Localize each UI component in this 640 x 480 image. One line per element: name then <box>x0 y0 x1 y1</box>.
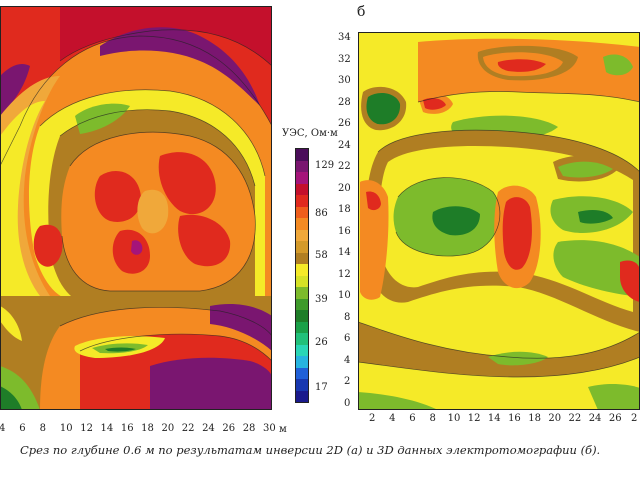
map-a-x-tick-label: 10 <box>59 423 73 434</box>
colorbar-swatch <box>296 241 308 253</box>
colorbar-swatch <box>296 149 308 161</box>
map-b-y-tick-label: 16 <box>338 225 351 237</box>
map-b-x-tick-label: 24 <box>588 413 602 424</box>
map-a-x-tick-label: 30 <box>263 423 276 434</box>
map-b-y-tick-label: 8 <box>344 311 351 323</box>
map-a-x-tick-label: 18 <box>141 423 154 434</box>
colorbar-swatch <box>296 264 308 276</box>
map-b-y-tick-label: 2 <box>344 376 351 388</box>
map-b-contours <box>358 32 640 410</box>
map-b-y-tick-label: 18 <box>338 204 351 216</box>
map-a-x-tick-label: 4 <box>0 423 6 434</box>
map-b-y-tick-label: 20 <box>338 182 351 194</box>
legend-title: УЭС, Ом·м <box>282 128 338 139</box>
map-a-x-tick-label: 26 <box>222 423 236 434</box>
map-b-y-tick-label: 30 <box>338 75 351 87</box>
colorbar-swatch <box>296 356 308 368</box>
colorbar-swatch <box>296 390 308 402</box>
legend-label: 129 <box>315 160 335 171</box>
legend-label: 17 <box>315 382 328 393</box>
map-b-y-tick-label: 34 <box>338 32 351 43</box>
colorbar-swatch <box>296 206 308 218</box>
colorbar-swatch <box>296 172 308 184</box>
map-b-y-tick-label: 14 <box>338 247 351 259</box>
map-b-y-tick-label: 22 <box>338 161 351 173</box>
map-b-x-tick-label: 4 <box>389 413 396 424</box>
map-a-x-tick-label: 14 <box>100 423 114 434</box>
colorbar-swatch <box>296 310 308 322</box>
map-b-x-tick-label: 10 <box>447 413 461 424</box>
map-b-x-tick-label: 20 <box>548 413 562 424</box>
map-b-y-tick-label: 32 <box>338 53 351 65</box>
map-a-x-tick-label: 12 <box>80 423 93 434</box>
legend-label: 39 <box>315 294 328 305</box>
map-a-x-tick-label: 6 <box>19 423 26 434</box>
map-a-x-tick-label: 24 <box>202 423 215 434</box>
colorbar-swatch <box>296 275 308 287</box>
map-b <box>358 32 640 410</box>
figure-caption: Срез по глубине 0.6 м по результатам инв… <box>20 443 601 457</box>
colorbar-swatch <box>296 229 308 241</box>
map-b-y-tick-label: 28 <box>338 96 351 108</box>
map-a-x-tick-label: 22 <box>181 423 195 434</box>
map-b-x-tick-label: 2 <box>631 413 638 424</box>
colorbar-swatch <box>296 252 308 264</box>
panel-b-label: б <box>357 4 366 20</box>
map-b-y-tick-label: 0 <box>344 398 351 409</box>
map-b-x-tick-label: 8 <box>429 413 436 424</box>
map-a-x-unit: м <box>279 424 287 435</box>
colorbar-swatch <box>296 344 308 356</box>
colorbar-swatch <box>296 333 308 345</box>
map-b-y-tick-label: 6 <box>344 333 351 345</box>
colorbar-swatch <box>296 183 308 195</box>
colorbar-swatch <box>296 218 308 230</box>
map-b-x-tick-label: 16 <box>508 413 521 424</box>
colorbar-swatch <box>296 195 308 207</box>
map-a-x-tick-label: 28 <box>242 423 256 434</box>
map-b-y-tick-label: 12 <box>338 268 351 280</box>
map-a-x-tick-label: 16 <box>120 423 134 434</box>
colorbar-swatch <box>296 367 308 379</box>
map-b-y-tick-label: 4 <box>344 354 351 366</box>
map-b-x-tick-label: 2 <box>369 413 376 424</box>
map-b-y-tick-label: 10 <box>338 290 351 302</box>
legend-label: 86 <box>315 208 328 219</box>
map-a <box>0 6 272 410</box>
colorbar-swatch <box>296 287 308 299</box>
map-b-x-tick-label: 12 <box>467 413 481 424</box>
map-a-contours <box>0 6 272 410</box>
colorbar-swatch <box>296 160 308 172</box>
legend-label: 58 <box>315 250 328 261</box>
map-b-x-tick-label: 18 <box>528 413 541 424</box>
colorbar-swatch <box>296 321 308 333</box>
map-b-x-tick-label: 26 <box>608 413 622 424</box>
map-b-x-tick-label: 14 <box>487 413 501 424</box>
map-b-y-tick-label: 26 <box>338 118 351 130</box>
legend-label: 26 <box>315 337 328 348</box>
colorbar-swatch <box>296 298 308 310</box>
colorbar <box>295 148 309 403</box>
map-b-x-tick-label: 6 <box>409 413 416 424</box>
map-a-x-tick-label: 8 <box>39 423 46 434</box>
map-b-y-tick-label: 24 <box>338 139 351 151</box>
colorbar-swatch <box>296 379 308 391</box>
map-a-x-tick-label: 20 <box>161 423 175 434</box>
map-b-x-tick-label: 22 <box>568 413 582 424</box>
